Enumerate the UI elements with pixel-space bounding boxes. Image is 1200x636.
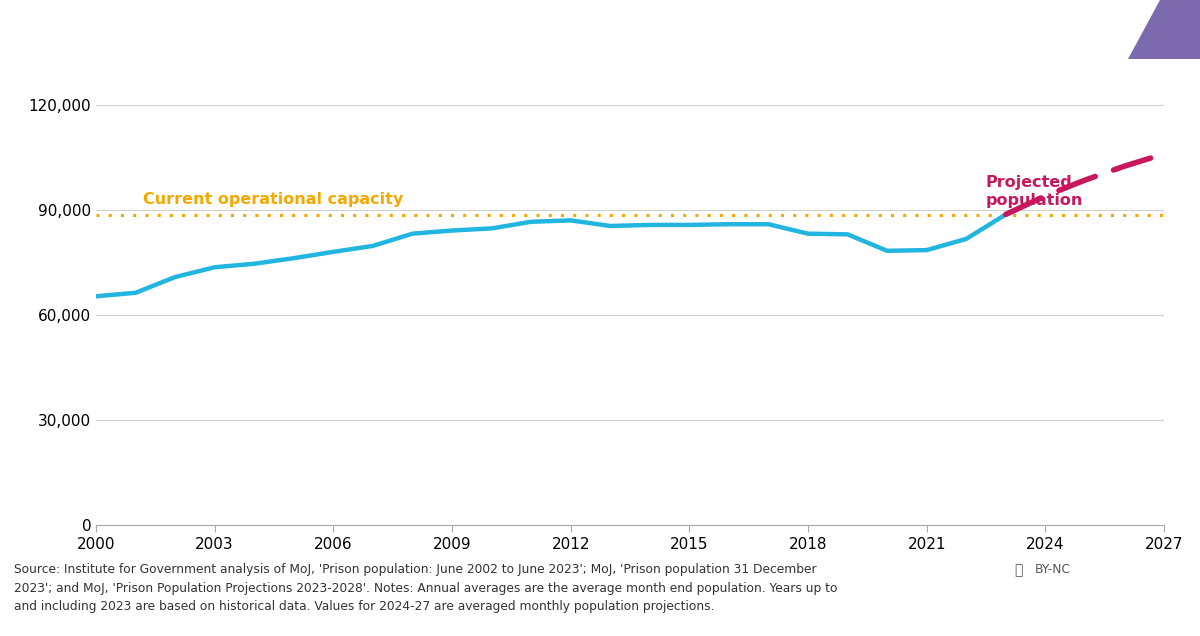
Text: BY-NC: BY-NC [1034,563,1070,576]
Text: IfG: IfG [1108,12,1171,46]
Text: Current operational capacity: Current operational capacity [144,192,403,207]
Text: Projected
population: Projected population [986,175,1084,209]
Text: Source: Institute for Government analysis of MoJ, 'Prison population: June 2002 : Source: Institute for Government analysi… [14,563,838,613]
Polygon shape [1128,0,1200,59]
Text: Ⓒ: Ⓒ [1014,563,1022,577]
Text: Average annual prison population, actual and projected, 2000-27: Average annual prison population, actual… [14,19,804,39]
